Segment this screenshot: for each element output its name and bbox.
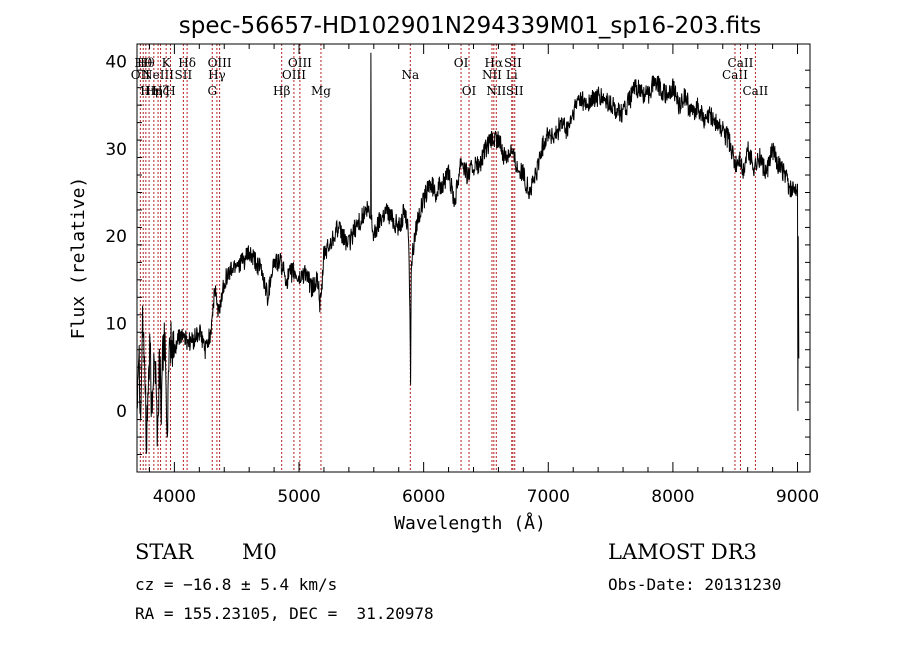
line-label: Na [401,68,419,82]
object-class: STAR [135,540,194,564]
y-tick-label: 0 [116,402,127,422]
line-label: NeIII [142,68,174,82]
x-tick-label: 7000 [527,487,570,507]
y-tick-label: 20 [105,227,127,247]
line-label: Hδ [178,56,196,70]
line-label: CaII [742,84,768,98]
x-tick-label: 9000 [776,487,819,507]
line-label: Hη [140,84,158,98]
spectrum-line [136,52,800,454]
line-label: OI [454,56,469,70]
y-tick-label: 10 [105,315,127,335]
line-label: OIII [208,56,232,70]
y-axis-label: Flux (relative) [68,177,89,340]
chart-title: spec-56657-HD102901N294339M01_sp16-203.f… [179,13,761,39]
line-label: K [162,56,172,70]
line-label: SII [506,84,524,98]
line-label: NII [486,84,506,98]
line-label: SII [504,56,522,70]
line-label: Hγ [208,68,226,82]
line-label: Hζ [152,84,169,98]
survey-name: LAMOST DR3 [608,540,757,564]
plot-area: OIIHθHθHηHηNeIIIHζKHSIIHδGHγOIIIHβOIIIOI… [105,43,819,507]
line-label: OIII [282,68,306,82]
line-label: Hθ [137,56,155,70]
observation-date: Obs-Date: 20131230 [608,575,782,594]
line-label: Hθ [134,56,152,70]
y-tick-label: 30 [105,140,127,160]
line-label: CaII [728,56,754,70]
line-label: Mg [311,84,331,98]
object-subclass: M0 [242,540,277,564]
x-tick-label: 8000 [651,487,694,507]
line-label: SII [175,68,193,82]
line-label: G [207,84,217,98]
x-tick-label: 5000 [277,487,320,507]
line-label: Li [506,68,518,82]
coordinates-readout: RA = 155.23105, DEC = 31.20978 [135,604,434,623]
x-axis-label: Wavelength (Å) [394,512,546,534]
line-label: OI [462,84,477,98]
redshift-readout: cz = −16.8 ± 5.4 km/s [135,575,338,594]
line-label: OII [131,68,151,82]
line-label: OIII [288,56,312,70]
line-label: CaII [722,68,748,82]
x-tick-label: 4000 [153,487,196,507]
line-label: H [165,84,175,98]
line-label: Hβ [273,84,290,98]
x-tick-label: 6000 [402,487,445,507]
y-tick-label: 40 [105,52,127,72]
line-label: NII [482,68,502,82]
line-label: Hα [485,56,504,70]
line-label: Hη [145,84,163,98]
